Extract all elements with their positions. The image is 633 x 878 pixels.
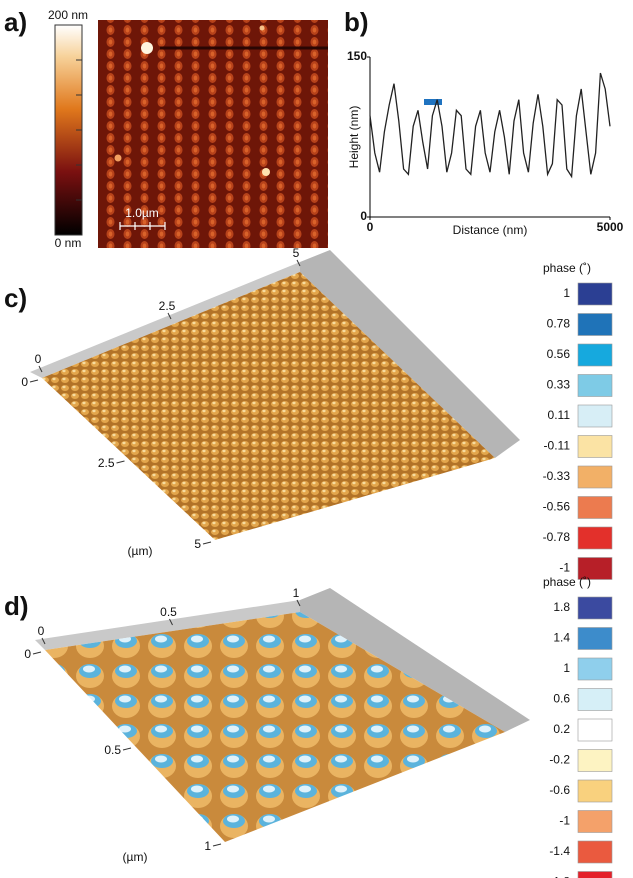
legend-label: -0.33 [543, 469, 571, 483]
legend-label: -0.6 [549, 783, 570, 797]
colorbar-min: 0 nm [55, 236, 82, 250]
surface-wall [35, 600, 300, 650]
tick [169, 618, 173, 626]
tick-label: 5 [293, 246, 300, 260]
tick [296, 259, 301, 267]
panel-label: c) [4, 283, 27, 313]
legend-swatch [577, 496, 613, 519]
legend-swatch [577, 374, 613, 397]
legend-label: 0.78 [547, 317, 571, 331]
legend-swatch [577, 313, 613, 336]
tick-label: 1 [293, 586, 300, 600]
x-tick-label: 0 [367, 220, 374, 234]
legend-swatch [577, 465, 613, 489]
legend-label: 1 [563, 286, 570, 300]
unit-label: (µm) [128, 544, 153, 558]
panel-label: d) [4, 591, 29, 621]
legend-title: phase (˚) [543, 261, 591, 275]
tick-label: 0 [38, 624, 45, 638]
legend-label: -1.8 [549, 875, 570, 878]
tick-label: 2.5 [159, 299, 176, 313]
legend-label: 1 [563, 661, 570, 675]
line [369, 72, 611, 179]
legend-swatch [577, 343, 613, 367]
tick [41, 637, 46, 645]
surface-wall [300, 588, 530, 732]
surface-wall [300, 250, 520, 458]
x-tick-label: 5000 [597, 220, 624, 234]
legend-swatch [577, 557, 613, 580]
colorbar-max: 200 nm [48, 8, 88, 22]
legend-swatch [577, 627, 613, 650]
marker [424, 99, 442, 105]
tick-label: 0.5 [160, 605, 177, 619]
legend-swatch [577, 526, 613, 550]
legend-label: 0.2 [553, 722, 570, 736]
tick [296, 599, 301, 607]
legend-label: -0.2 [549, 753, 570, 767]
y-tick-label: 0 [360, 209, 367, 223]
unit-label: (µm) [123, 850, 148, 864]
legend-label: -0.78 [543, 530, 571, 544]
tick-label: 0.5 [104, 743, 121, 757]
tick [32, 651, 42, 655]
legend-swatch [577, 810, 613, 833]
surface [45, 612, 505, 842]
legend-label: -0.11 [544, 439, 571, 453]
legend-swatch [577, 596, 613, 620]
tick-label: 0 [24, 647, 31, 661]
panel-label: a) [4, 7, 27, 37]
scale-bar [119, 222, 166, 230]
scale-bar-label: 1.0µm [125, 206, 159, 220]
legend-label: -0.56 [543, 500, 571, 514]
surface-wall [30, 262, 300, 378]
panel-label: b) [344, 7, 369, 37]
legend-swatch [577, 688, 613, 711]
x-axis-label: Distance (nm) [453, 223, 528, 237]
tick-label: 0 [21, 375, 28, 389]
legend-swatch [577, 404, 613, 428]
legend-swatch [577, 871, 613, 878]
colorbar-ticks [76, 59, 82, 201]
afm-features [114, 25, 328, 176]
legend-swatch [577, 657, 613, 681]
tick [122, 747, 132, 751]
tick [116, 460, 125, 464]
legend-label: 0.6 [553, 692, 570, 706]
tick-label: 1 [204, 839, 211, 853]
tick [202, 541, 212, 545]
legend-swatch [577, 435, 613, 458]
legend-label: 0.11 [548, 408, 571, 422]
legend-swatch [577, 840, 613, 864]
legend-label: -1 [559, 814, 570, 828]
tick [167, 312, 172, 320]
tick [38, 365, 43, 373]
legend-swatch [577, 749, 613, 772]
tick-label: 2.5 [98, 456, 115, 470]
legend-label: 0.56 [547, 347, 571, 361]
legend-label: 0.33 [547, 378, 571, 392]
legend-label: -1.4 [549, 844, 570, 858]
legend-swatch [577, 779, 613, 803]
y-tick-label: 150 [347, 49, 367, 63]
surface [42, 272, 495, 540]
legend-label: 1.8 [553, 600, 570, 614]
y-axis-label: Height (nm) [347, 106, 361, 169]
tick-label: 0 [35, 352, 42, 366]
legend-swatch [577, 718, 613, 742]
legend-swatch [577, 282, 613, 306]
legend-label: -1 [559, 561, 570, 575]
tick [29, 379, 39, 383]
legend-label: 1.4 [553, 631, 570, 645]
tick [212, 843, 222, 847]
tick-label: 5 [194, 537, 201, 551]
afm-image [98, 20, 328, 248]
legend-title: phase (˚) [543, 575, 591, 589]
